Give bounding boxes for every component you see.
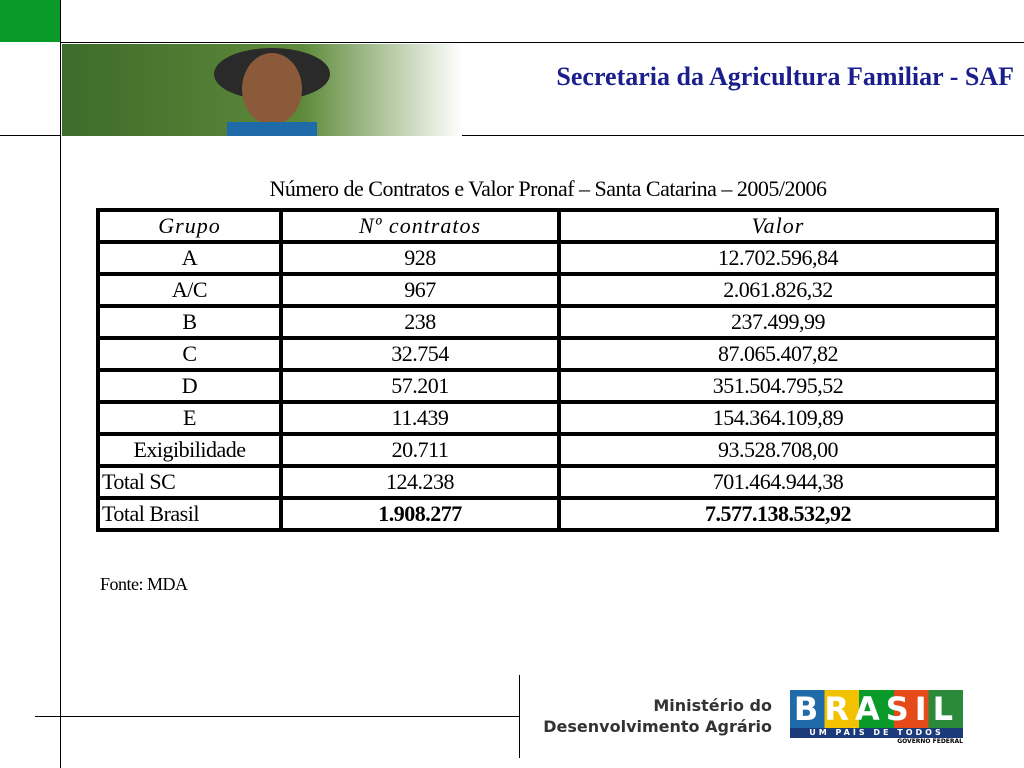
photo	[62, 44, 462, 136]
table-cell: 967	[279, 272, 561, 308]
table-caption: Número de Contratos e Valor Pronaf – San…	[269, 176, 827, 201]
column-header: Valor	[557, 208, 999, 244]
table-cell: Exigibilidade	[96, 432, 283, 468]
table-row: Total Brasil 1.908.277 7.577.138.532,92	[96, 496, 999, 532]
table-row: Total SC 124.238 701.464.944,38	[96, 464, 999, 500]
rule	[460, 135, 1024, 136]
rule	[519, 675, 520, 758]
table-cell: 7.577.138.532,92	[557, 496, 999, 532]
table-cell: A/C	[96, 272, 283, 308]
government: GOVERNO FEDERAL	[897, 738, 963, 745]
table-row: Exigibilidade 20.711 93.528.708,00	[96, 432, 999, 468]
table-cell: D	[96, 368, 283, 404]
table-cell: 11.439	[279, 400, 561, 436]
rule	[35, 716, 519, 717]
table-cell: 238	[279, 304, 561, 340]
table-cell: A	[96, 240, 283, 276]
table: Grupo Nº contratos Valor A 928 12.702.596,84 A…	[96, 208, 999, 532]
table-cell: Total SC	[96, 464, 283, 500]
table-cell: 154.364.109,89	[557, 400, 999, 436]
brasil-logo: BRASIL	[790, 690, 963, 728]
rule	[60, 42, 1024, 43]
table-row: C 32.754 87.065.407,82	[96, 336, 999, 372]
table-row: A 928 12.702.596,84	[96, 240, 999, 276]
table-cell: C	[96, 336, 283, 372]
table-row: A/C 967 2.061.826,32	[96, 272, 999, 308]
table-cell: 124.238	[279, 464, 561, 500]
table-row: D 57.201 351.504.795,52	[96, 368, 999, 404]
table-cell: 12.702.596,84	[557, 240, 999, 276]
table-cell: 57.201	[279, 368, 561, 404]
table-cell: 928	[279, 240, 561, 276]
ministry-line: Desenvolvimento Agrário	[543, 717, 772, 736]
green-block	[0, 0, 60, 42]
table-row: B 238 237.499,99	[96, 304, 999, 340]
header-title: Secretaria da Agricultura Familiar - SAF	[556, 62, 1014, 91]
slogan: UM PAÍS DE TODOS	[790, 728, 963, 738]
table-cell: 93.528.708,00	[557, 432, 999, 468]
table-cell: 1.908.277	[279, 496, 561, 532]
table-cell: 87.065.407,82	[557, 336, 999, 372]
rule	[60, 0, 61, 768]
rule	[0, 135, 60, 136]
table-row: E 11.439 154.364.109,89	[96, 400, 999, 436]
table-cell: E	[96, 400, 283, 436]
table-cell: 20.711	[279, 432, 561, 468]
column-header: Grupo	[96, 208, 283, 244]
table-cell: B	[96, 304, 283, 340]
table-cell: 2.061.826,32	[557, 272, 999, 308]
column-header: Nº contratos	[279, 208, 561, 244]
table-cell: 32.754	[279, 336, 561, 372]
table-cell: 351.504.795,52	[557, 368, 999, 404]
table-cell: Total Brasil	[96, 496, 283, 532]
table-cell: 237.499,99	[557, 304, 999, 340]
ministry-line: Ministério do	[653, 696, 772, 715]
table-cell: 701.464.944,38	[557, 464, 999, 500]
source: Fonte: MDA	[100, 574, 188, 594]
